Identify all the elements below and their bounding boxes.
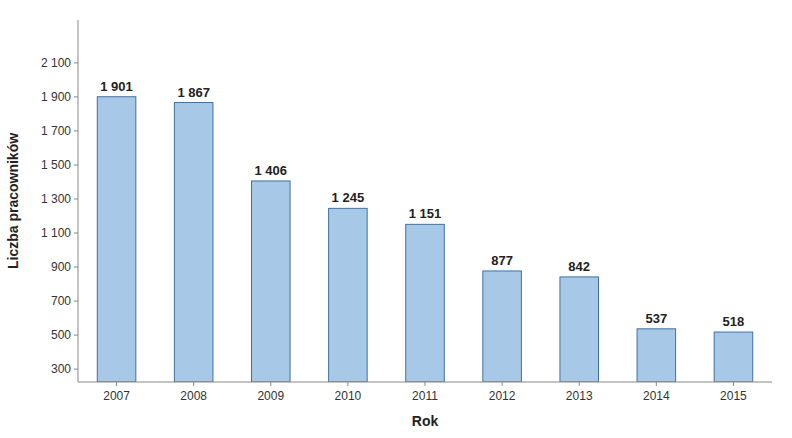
- x-tick-label: 2015: [720, 389, 747, 403]
- y-tick-label: 500: [51, 328, 71, 342]
- data-label: 518: [723, 314, 745, 329]
- data-label: 1 901: [100, 79, 133, 94]
- chart: 1 901 1 867 1 406 1 245 1 151 877 842 537 518 300…: [0, 0, 792, 438]
- bar: [97, 97, 136, 382]
- y-tick: [74, 233, 78, 234]
- data-label: 842: [568, 259, 590, 274]
- bars: [97, 97, 752, 382]
- data-label: 877: [491, 253, 513, 268]
- bar: [714, 332, 753, 382]
- x-tick-label: 2009: [257, 389, 284, 403]
- x-tick: [579, 382, 580, 386]
- y-tick: [74, 96, 78, 97]
- x-tick: [193, 382, 194, 386]
- data-label: 1 867: [177, 85, 210, 100]
- y-tick-label: 1 300: [41, 192, 71, 206]
- x-tick-label: 2011: [412, 389, 438, 403]
- data-label: 1 151: [409, 206, 442, 221]
- y-tick-label: 300: [51, 362, 71, 376]
- y-tick: [74, 267, 78, 268]
- y-tick-label: 1 100: [41, 226, 71, 240]
- x-tick: [116, 382, 117, 386]
- y-tick-label: 900: [51, 260, 71, 274]
- bar: [483, 271, 522, 382]
- y-tick-label: 700: [51, 294, 71, 308]
- data-label: 1 406: [255, 163, 288, 178]
- x-tick: [347, 382, 348, 386]
- y-tick: [74, 130, 78, 131]
- y-axis-label: Liczba pracowników: [5, 133, 21, 269]
- x-tick-label: 2013: [566, 389, 593, 403]
- x-tick: [270, 382, 271, 386]
- bar: [174, 103, 213, 382]
- y-tick: [74, 369, 78, 370]
- y-tick: [74, 62, 78, 63]
- chart-container: 1 901 1 867 1 406 1 245 1 151 877 842 537 518 300…: [0, 0, 792, 438]
- bar: [329, 208, 368, 382]
- bar: [560, 277, 599, 382]
- y-tick-label: 1 700: [41, 124, 71, 138]
- data-label: 1 245: [332, 190, 365, 205]
- bar: [252, 181, 291, 382]
- x-tick: [656, 382, 657, 386]
- x-tick-label: 2010: [335, 389, 362, 403]
- y-tick: [74, 301, 78, 302]
- data-label: 537: [645, 311, 667, 326]
- y-tick-label: 1 900: [41, 90, 71, 104]
- y-tick: [74, 198, 78, 199]
- x-tick: [425, 382, 426, 386]
- y-tick: [74, 335, 78, 336]
- x-tick-label: 2014: [643, 389, 670, 403]
- x-axis-label: Rok: [412, 413, 439, 429]
- y-tick-label: 2 100: [41, 56, 71, 70]
- x-tick-label: 2007: [103, 389, 130, 403]
- x-tick: [733, 382, 734, 386]
- bar: [637, 329, 676, 382]
- x-tick-label: 2008: [180, 389, 207, 403]
- y-tick: [74, 164, 78, 165]
- x-tick-label: 2012: [489, 389, 516, 403]
- bar: [406, 224, 445, 382]
- y-tick-label: 1 500: [41, 158, 71, 172]
- y-axis-line: [78, 20, 79, 382]
- x-tick: [502, 382, 503, 386]
